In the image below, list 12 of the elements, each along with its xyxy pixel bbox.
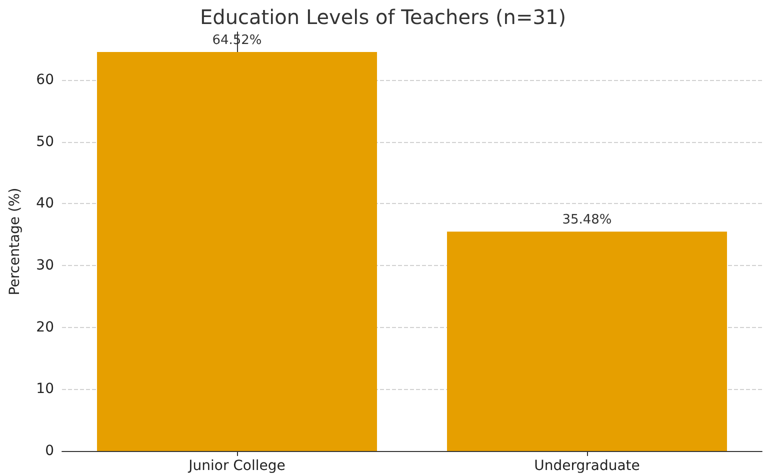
y-tick-label: 60 [36,72,54,88]
y-tick-label: 50 [36,134,54,150]
y-axis-title: Percentage (%) [7,188,23,296]
y-tick-label: 0 [45,443,54,459]
y-tick-label: 10 [36,381,54,398]
y-tick-label: 30 [36,257,54,274]
y-tick-label: 40 [36,196,54,212]
x-tick-label: Junior College [188,458,286,474]
chart-title: Education Levels of Teachers (n=31) [200,5,566,29]
data-label: 35.48% [562,212,612,228]
y-tick-label: 20 [36,319,54,336]
x-tick-label: Undergraduate [534,458,640,474]
